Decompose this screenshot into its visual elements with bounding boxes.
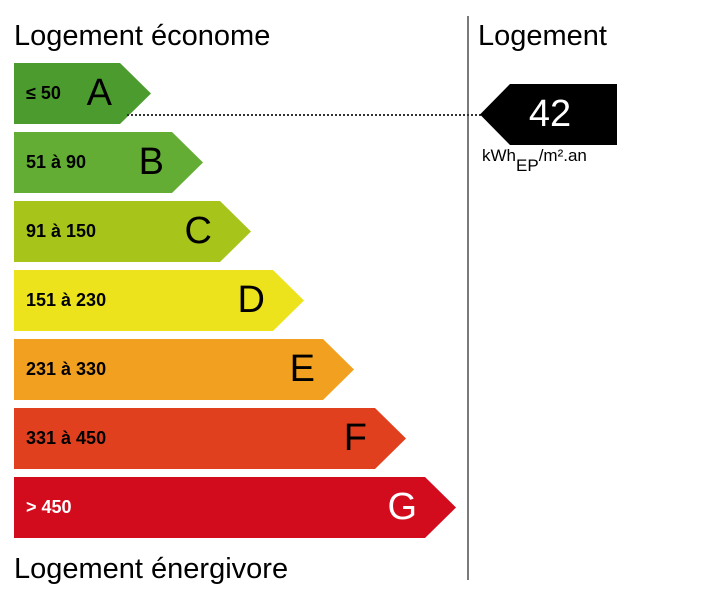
class-range: 91 à 150 xyxy=(26,221,97,241)
energy-class-a: ≤ 50 A xyxy=(14,63,151,124)
energy-unit: kWhEP/m².an xyxy=(482,146,587,175)
title-inefficient: Logement énergivore xyxy=(14,553,289,585)
class-letter: D xyxy=(237,279,265,321)
energy-class-b: 51 à 90 B xyxy=(14,132,203,193)
class-arrow-shape xyxy=(14,132,203,193)
energy-class-f: 331 à 450 F xyxy=(14,408,406,469)
class-arrow-shape xyxy=(14,339,354,400)
energy-class-c: 91 à 150 C xyxy=(14,201,251,262)
class-arrow-shape xyxy=(14,270,304,331)
energy-class-d: 151 à 230 D xyxy=(14,270,304,331)
class-arrow-shape xyxy=(14,63,151,124)
class-letter: A xyxy=(86,72,112,114)
energy-class-g: > 450 G xyxy=(14,477,456,538)
energy-value: 42 xyxy=(528,93,572,135)
class-letter: G xyxy=(387,486,417,528)
class-arrow-shape xyxy=(14,477,456,538)
value-marker xyxy=(480,84,617,145)
column-divider xyxy=(467,16,469,580)
title-dwelling: Logement xyxy=(478,20,607,52)
class-range: 231 à 330 xyxy=(26,359,107,379)
unit-sub: EP xyxy=(516,156,539,175)
class-arrow-shape xyxy=(14,408,406,469)
class-range: 51 à 90 xyxy=(26,152,87,172)
class-range: > 450 xyxy=(26,497,72,517)
class-letter: C xyxy=(184,210,212,252)
class-letter: B xyxy=(138,141,164,183)
title-efficient: Logement économe xyxy=(14,20,271,52)
unit-suffix: /m².an xyxy=(538,146,587,165)
class-range: 331 à 450 xyxy=(26,428,107,448)
value-connector-line xyxy=(127,114,485,116)
class-range: 151 à 230 xyxy=(26,290,107,310)
class-range: ≤ 50 xyxy=(26,83,61,103)
energy-class-e: 231 à 330 E xyxy=(14,339,354,400)
class-arrow-shape xyxy=(14,201,251,262)
class-letter: E xyxy=(289,348,315,390)
class-letter: F xyxy=(343,417,367,459)
unit-main: kWh xyxy=(482,146,516,165)
